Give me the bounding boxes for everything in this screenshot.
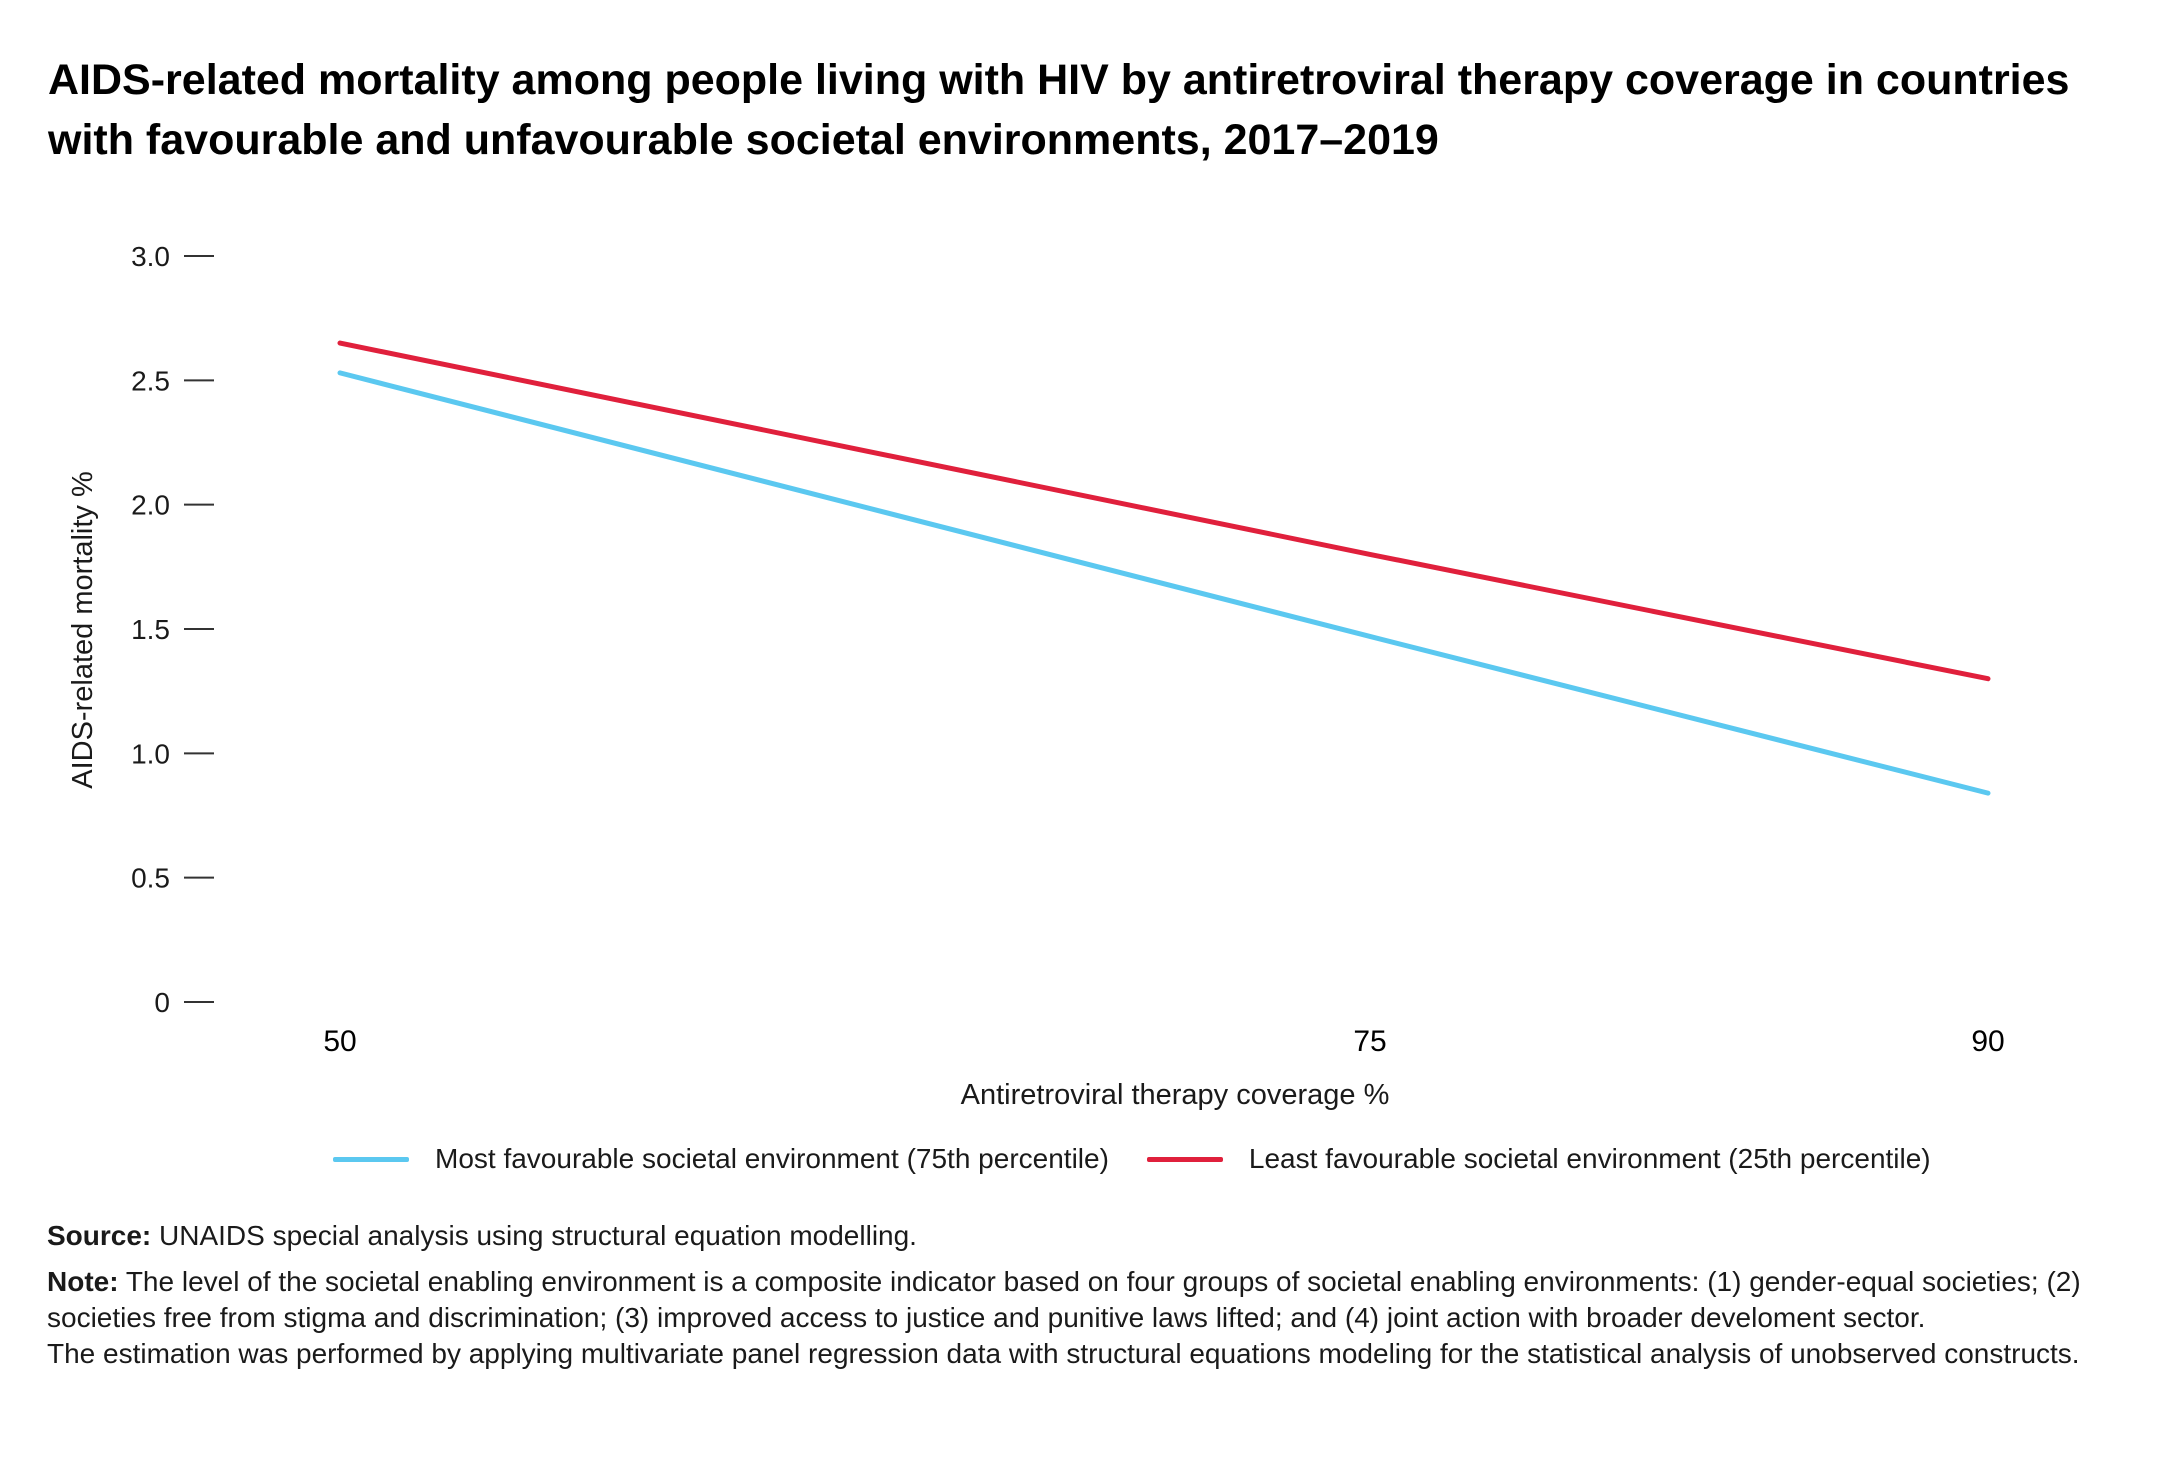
legend-item-most-favourable: Most favourable societal environment (75… [333,1143,1109,1175]
y-tick-label: 1.5 [131,614,170,645]
x-axis-label: Antiretroviral therapy coverage % [961,1079,1390,1111]
source-text: UNAIDS special analysis using structural… [151,1220,917,1251]
note-text: The level of the societal enabling envir… [47,1266,2081,1333]
y-tick-label: 0.5 [131,863,170,894]
legend-label-least-favourable: Least favourable societal environment (2… [1248,1143,1931,1174]
y-tick-label: 2.5 [131,365,170,396]
legend-swatch-least-favourable [1146,1156,1223,1162]
x-tick-label: 75 [1353,1025,1386,1058]
legend: Most favourable societal environment (75… [333,1137,1969,1181]
y-tick-label: 3.0 [131,241,170,272]
note-label: Note: [47,1266,119,1297]
estimation-note: The estimation was performed by applying… [47,1338,2080,1369]
x-axis: 50 75 90 [323,1025,2004,1058]
x-tick-label: 50 [323,1025,356,1058]
x-tick-label: 90 [1971,1025,2004,1058]
y-tick-label: 2.0 [131,490,170,521]
footer-notes: Source: UNAIDS special analysis using st… [47,1218,2127,1372]
legend-label-most-favourable: Most favourable societal environment (75… [435,1143,1109,1174]
series-line-most-favourable [337,370,1991,796]
series-line-least-favourable [337,340,1991,682]
legend-item-least-favourable: Least favourable societal environment (2… [1146,1143,1931,1175]
chart-title: AIDS-related mortality among people livi… [48,56,2070,164]
series-layer [337,340,1991,796]
source-label: Source: [47,1220,152,1251]
note-line: Note: The level of the societal enabling… [47,1264,2127,1336]
source-line: Source: UNAIDS special analysis using st… [47,1218,2127,1254]
y-tick-label: 1.0 [131,738,170,769]
y-tick-label: 0 [154,987,170,1018]
y-axis-label: AIDS-related mortality % [67,471,99,789]
legend-swatch-most-favourable [333,1156,409,1162]
y-axis: 0 0.5 1.0 1.5 2.0 2.5 3.0 [131,241,214,1018]
